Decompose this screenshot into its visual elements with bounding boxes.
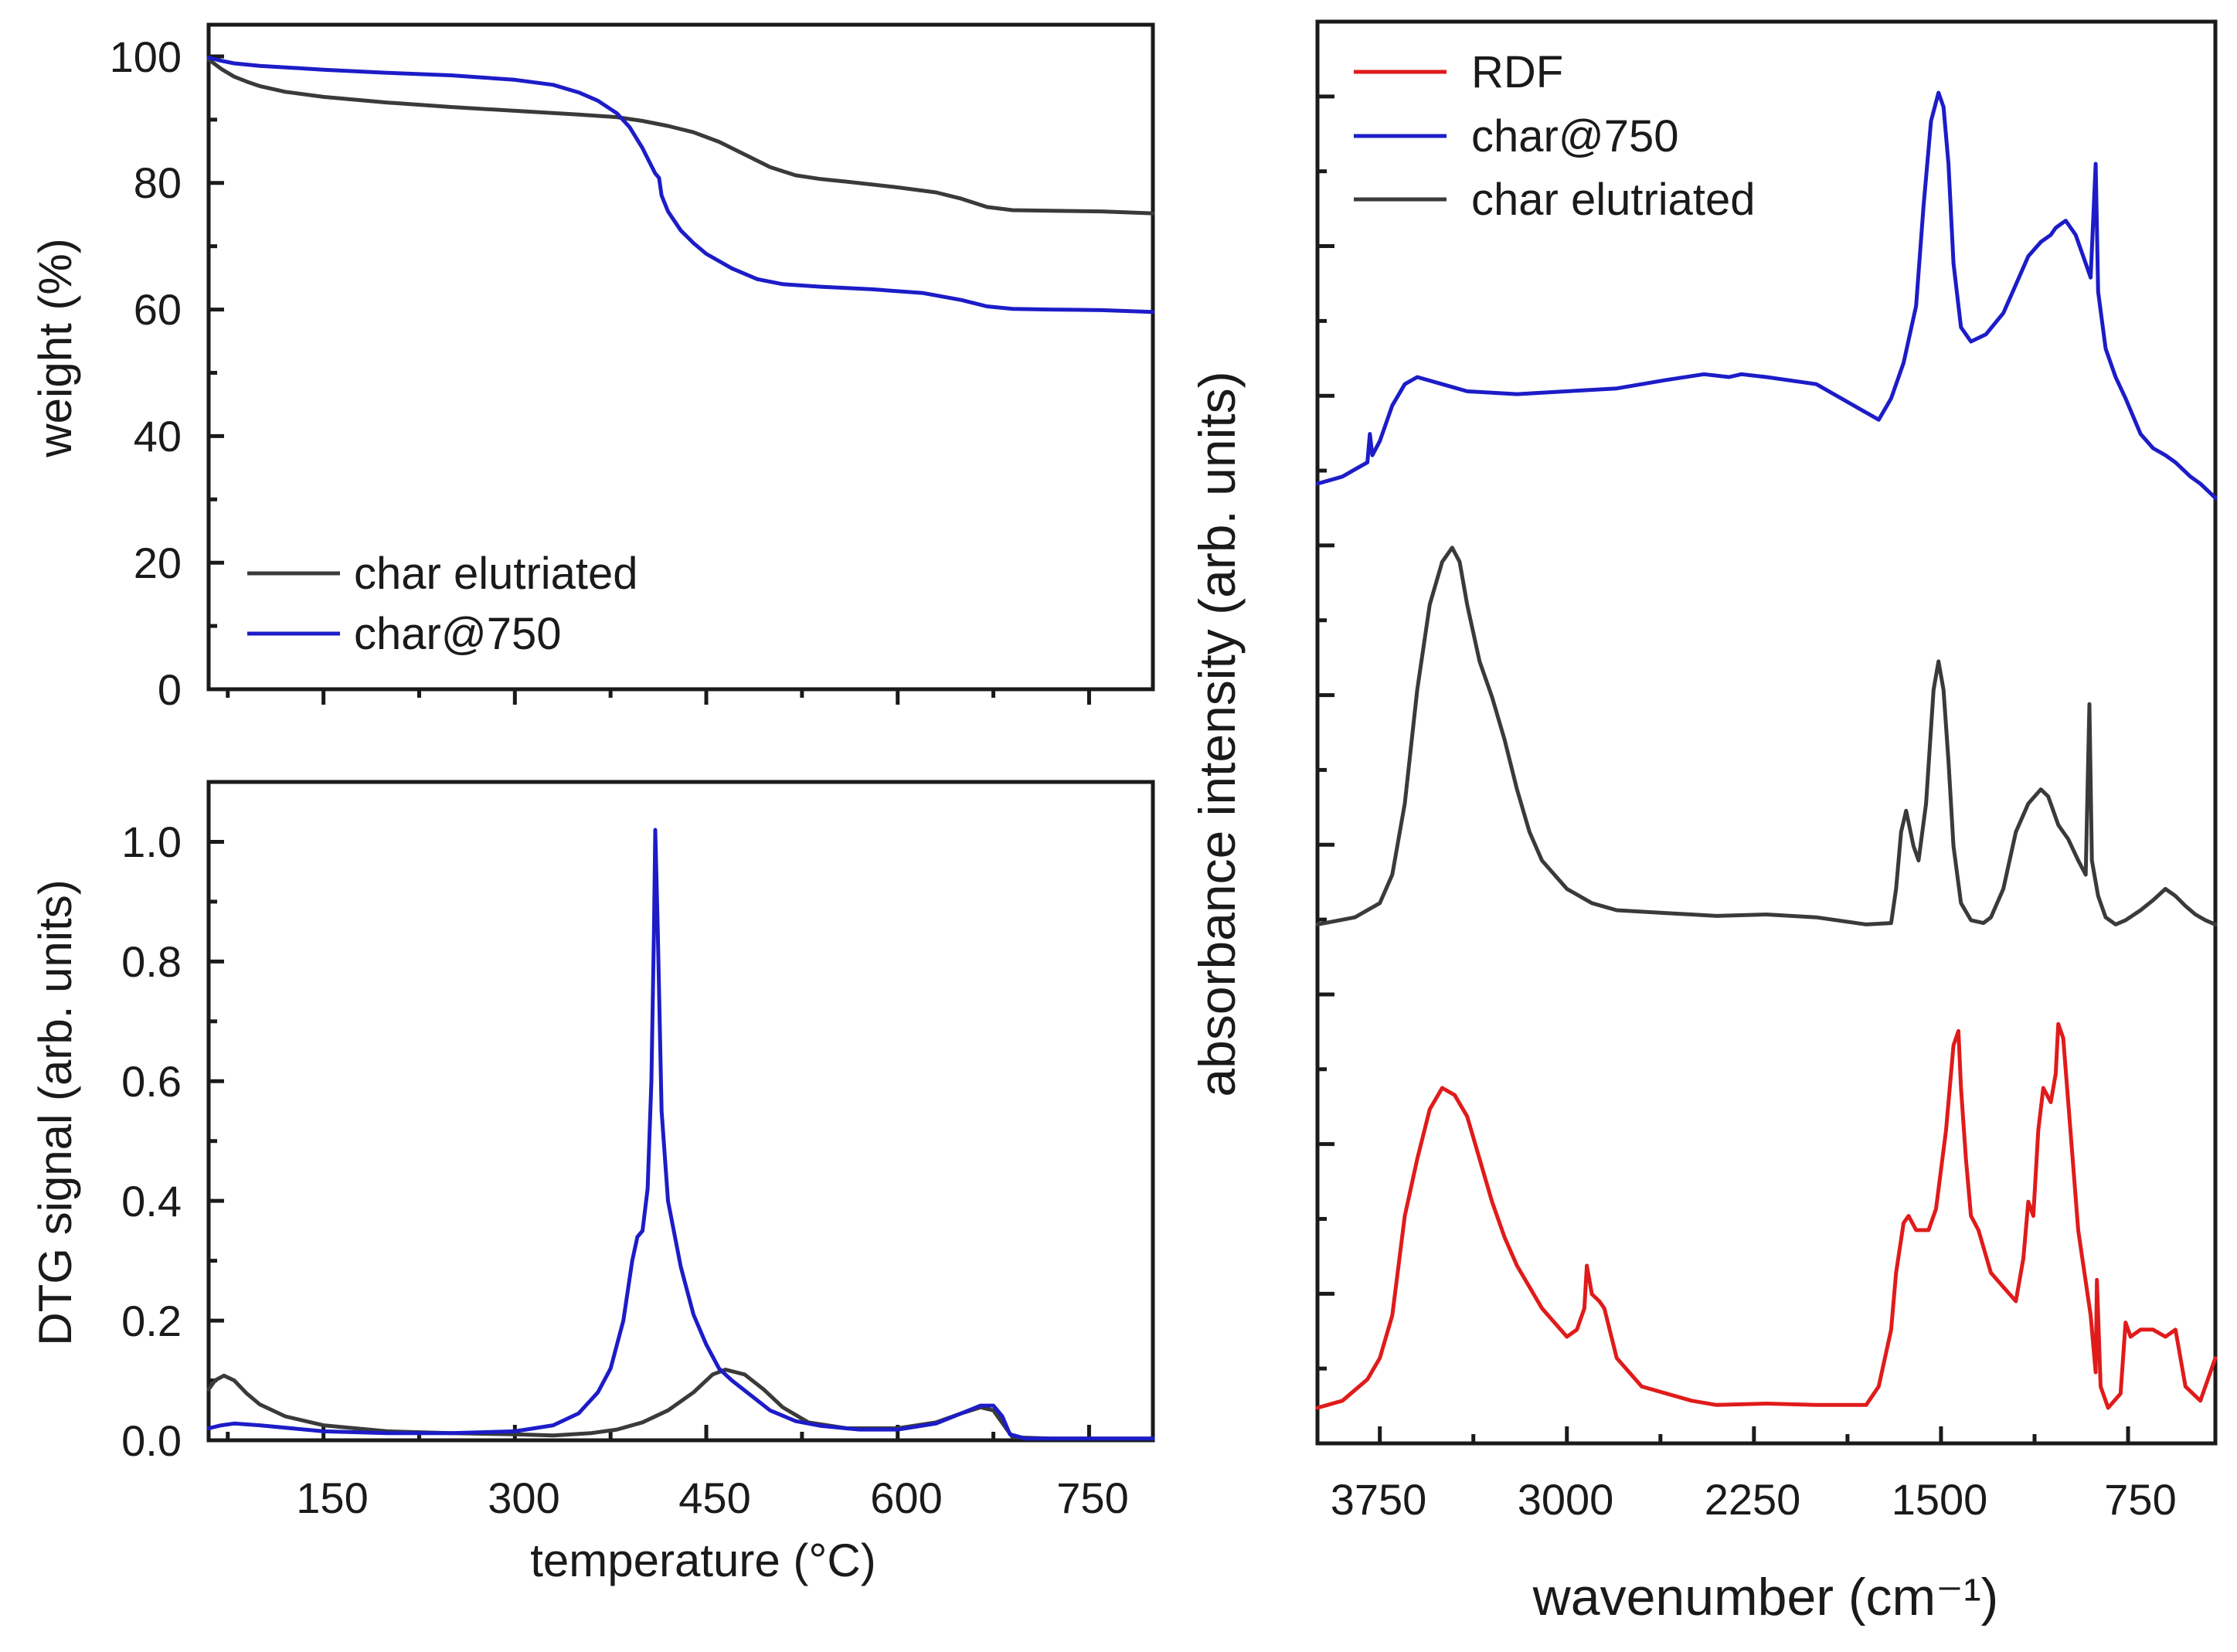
tga-ytick-label: 80 [134,158,182,207]
dtg-ytick-label: 0.0 [121,1416,182,1465]
ftir-panel: 3750 3000 2250 1500 750 wavenumber (cm⁻¹… [1188,19,2218,1627]
ftir-xtick-label: 750 [2104,1475,2176,1524]
tga-ytick-label: 40 [134,412,182,461]
ftir-line-char750 [1315,90,2218,500]
ftir-y-axis-title: absorbance intensity (arb. units) [1188,371,1246,1096]
dtg-ytick-label: 0.8 [121,937,182,986]
tga-ticks [209,54,1091,705]
dtg-xtick-label: 750 [1056,1474,1128,1522]
tga-line-char-elutriated [206,57,1155,216]
dtg-xtick-label: 150 [296,1474,368,1522]
dtg-ytick-label: 1.0 [121,818,182,866]
dtg-ytick-label: 0.2 [121,1297,182,1345]
ftir-plot-frame [1315,19,2218,1446]
tga-legend: char elutriated char@750 [247,549,638,659]
dtg-panel: 0.0 0.2 0.4 0.6 0.8 1.0 150 300 450 600 … [29,780,1155,1586]
dtg-ytick-label: 0.6 [121,1057,182,1106]
dtg-xtick-label: 600 [870,1474,942,1522]
ftir-xtick-label: 3000 [1518,1475,1614,1524]
tga-legend-label: char elutriated [354,549,638,599]
tga-legend-label: char@750 [354,609,561,659]
ftir-line-char-elutriated [1315,546,2218,926]
tga-plot-frame [206,22,1155,692]
tga-ytick-label: 100 [110,32,182,81]
dtg-y-axis-title: DTG signal (arb. units) [29,879,81,1346]
tga-panel: 0 20 40 60 80 100 weight (%) char elutri… [29,22,1155,714]
tga-ytick-label: 20 [134,539,182,587]
ftir-legend-label: char@750 [1471,111,1678,161]
dtg-x-axis-title: temperature (°C) [530,1535,875,1586]
ftir-ticks [1317,94,2130,1443]
dtg-plot-frame [206,780,1155,1443]
ftir-legend-label: RDF [1471,47,1563,97]
tga-y-axis-title: weight (%) [29,238,81,457]
ftir-x-axis-title: wavenumber (cm⁻¹) [1532,1568,1999,1627]
dtg-xtick-label: 300 [488,1474,559,1522]
dtg-line-char750 [206,828,1155,1441]
ftir-line-rdf [1315,1021,2218,1410]
ftir-legend: RDF char@750 char elutriated [1354,47,1756,225]
tga-ytick-label: 60 [134,285,182,334]
dtg-ytick-label: 0.4 [121,1177,182,1225]
ftir-xtick-label: 2250 [1705,1475,1801,1524]
tga-ytick-label: 0 [158,665,182,714]
dtg-xtick-label: 450 [678,1474,750,1522]
ftir-legend-label: char elutriated [1471,175,1756,225]
ftir-xtick-label: 3750 [1331,1475,1427,1524]
ftir-xtick-label: 1500 [1892,1475,1988,1524]
tga-line-char750 [206,56,1155,314]
